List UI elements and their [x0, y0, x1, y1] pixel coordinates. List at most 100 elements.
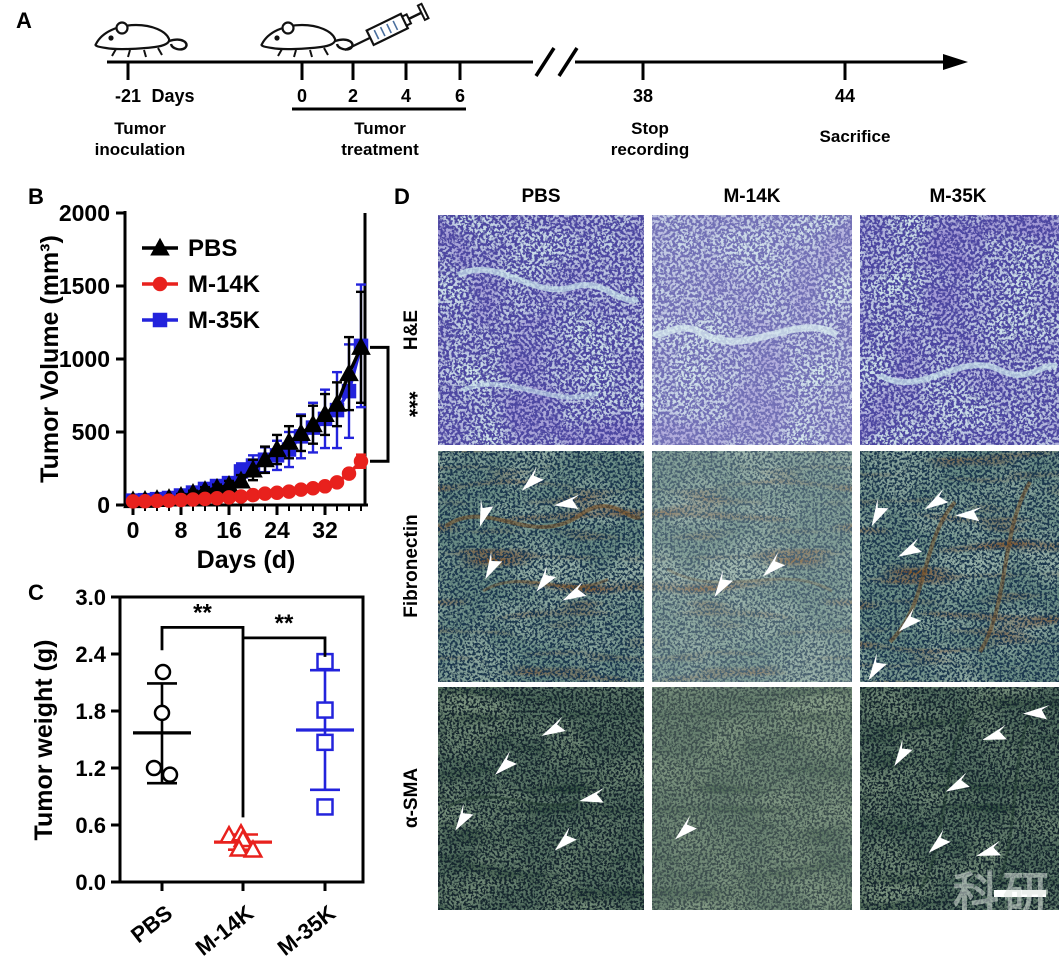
data-point-marker: [257, 486, 273, 501]
data-point-marker: [316, 701, 334, 719]
tile-fib-m14k: [652, 451, 852, 682]
tile-tint: [652, 215, 852, 445]
arrowhead-icon: [871, 498, 889, 527]
column-header-m35k: M-35K: [929, 186, 987, 207]
panel-label-b: B: [28, 184, 44, 209]
timeline-arrowhead-icon: [943, 54, 968, 70]
arrowhead-icon: [976, 840, 1001, 857]
series-m-14k: [125, 453, 369, 509]
tissue-crack: [456, 266, 640, 304]
y-tick-label: 0: [97, 492, 110, 518]
arrowhead-icon: [945, 772, 970, 792]
tile-tint: [652, 451, 852, 682]
significance-label: ***: [397, 391, 422, 417]
y-axis-label: Tumor Volume (mm³): [36, 235, 64, 483]
x-category-label: PBS: [126, 900, 177, 948]
arrowhead-icon: [924, 488, 949, 510]
tile-sma-m14k: [652, 687, 852, 910]
arrowhead-icon: [955, 506, 983, 522]
data-point-marker: [228, 837, 250, 857]
data-point-marker: [125, 494, 141, 509]
histology-grid: [438, 215, 1059, 910]
tile-sma-pbs: [438, 687, 644, 910]
arrowhead-icon: [536, 565, 557, 592]
x-category-label: M-35K: [273, 900, 340, 960]
data-point-marker: [153, 704, 171, 722]
x-tick-label: 8: [175, 517, 188, 543]
arrowhead-icon: [763, 552, 785, 577]
tile-he-m35k: [860, 215, 1059, 445]
tissue-crack: [651, 324, 839, 345]
arrowhead-icon: [541, 716, 566, 736]
data-point-marker: [245, 487, 261, 503]
data-point-marker: [154, 663, 172, 681]
timeline-tick-label-0: 0: [296, 86, 307, 106]
arrowhead-icon: [928, 828, 951, 853]
legend-item-m-14k: M-14K: [142, 271, 261, 298]
y-tick-label: 1500: [59, 273, 110, 299]
significance-label: **: [193, 599, 212, 626]
arrowhead-icon: [553, 494, 580, 509]
y-axis-label: Tumor weight (g): [30, 640, 58, 841]
axis-break-slash: [557, 47, 579, 77]
row-label-he: H&E: [401, 309, 423, 351]
legend-label: M-35K: [188, 307, 261, 334]
data-point-marker: [316, 798, 334, 816]
data-point-marker: [341, 466, 357, 481]
row-label-asma: α-SMA: [401, 767, 423, 829]
arrowhead-icon: [494, 750, 517, 775]
group-m-14k: [214, 822, 272, 858]
ihc-arrowheads: [455, 466, 1050, 857]
data-point-marker: [281, 484, 297, 499]
caption-line: inoculation: [94, 140, 186, 159]
x-tick-label: 16: [216, 517, 242, 543]
data-point-marker: [315, 404, 335, 423]
arrowhead-icon: [868, 653, 887, 681]
axis-break-slash: [534, 47, 556, 77]
caption-line: Tumor: [114, 119, 166, 138]
row-label-fibronectin: Fibronectin: [401, 514, 423, 618]
arrowhead-icon: [479, 498, 494, 527]
caption-line: treatment: [341, 140, 419, 159]
tile-sma-m35k: [860, 687, 1059, 910]
arrowhead-icon: [455, 803, 474, 831]
tile-tint: [652, 687, 852, 910]
legend-marker: [152, 276, 168, 292]
data-point-marker: [197, 491, 213, 507]
y-tick-label: 500: [72, 419, 110, 445]
y-tick-label: 0.0: [75, 870, 106, 895]
arrowhead-icon: [521, 466, 544, 491]
panel-label-a: A: [16, 8, 32, 33]
significance-bracket: [370, 345, 390, 463]
y-tick-label: 1.2: [75, 756, 106, 781]
significance-label: **: [275, 610, 294, 637]
x-tick-label: 32: [312, 517, 338, 543]
fiber-streak: [918, 704, 1037, 891]
x-tick-label: 24: [264, 517, 290, 543]
timeline-tick-label-minus21: -21: [114, 86, 141, 106]
mouse-with-syringe-icon: [260, 21, 354, 58]
caption-line: recording: [610, 140, 690, 159]
tile-fib-pbs: [438, 451, 644, 682]
tile-fib-m35k: [860, 451, 1059, 682]
y-tick-label: 0.6: [75, 813, 106, 838]
x-tick-label: 0: [127, 517, 140, 543]
column-header-pbs: PBS: [521, 186, 561, 207]
data-point-marker: [303, 414, 323, 433]
legend-marker: [150, 237, 170, 256]
data-point-marker: [161, 766, 179, 783]
fiber-streak: [444, 504, 642, 529]
data-point-marker: [279, 431, 299, 450]
data-point-marker: [317, 479, 333, 494]
y-tick-label: 3.0: [75, 585, 106, 610]
data-point-marker: [149, 493, 165, 509]
data-point-marker: [185, 492, 201, 507]
timeline-days-word: Days: [151, 86, 195, 106]
timeline-tick-label-2: 2: [347, 86, 358, 106]
tile-he-m14k: [651, 215, 852, 445]
caption-tumor-inoculation: Tumor inoculation: [72, 118, 208, 160]
arrowhead-icon: [562, 581, 587, 601]
data-point-marker: [173, 492, 189, 508]
tissue-crack: [878, 362, 1059, 386]
